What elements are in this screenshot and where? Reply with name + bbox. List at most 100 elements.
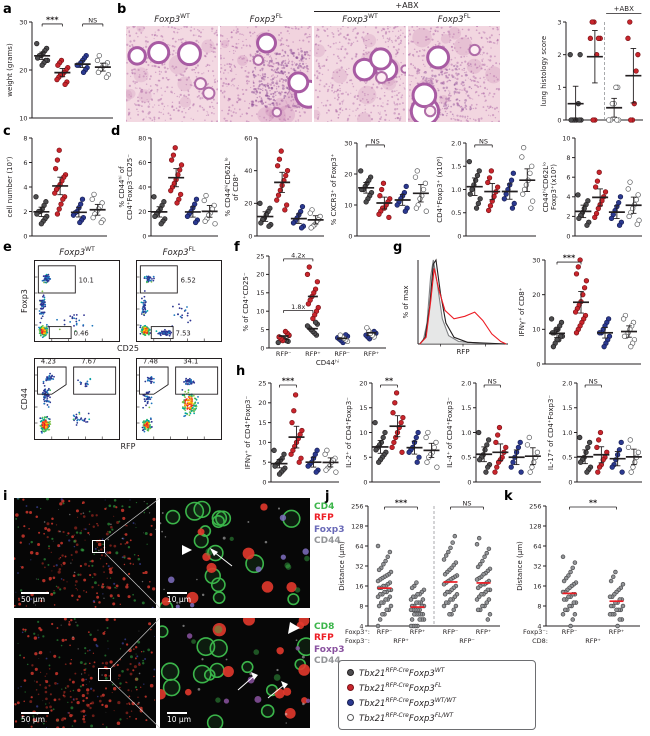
il2-cd4-chart: 0 5 10 15 20 IL-2⁺ of CD4⁺Foxp3⁻ ** (345, 370, 444, 488)
panel-label-c: c (3, 124, 11, 139)
svg-text:20: 20 (532, 291, 540, 299)
stain-labels-bottom: CD8 RFP Foxp3 CD44 (314, 622, 344, 666)
il17-cd4-chart: 0 0.5 1.0 1.5 2.0 IL-17⁺ of CD4⁺Foxp3⁻ NS (547, 370, 646, 488)
svg-text:60: 60 (244, 134, 252, 142)
flow-plot-foxp3-cd25-wt: 10.1 0.46 (34, 260, 120, 342)
if-image-50um-top: 50 μm (14, 498, 156, 608)
svg-text:weight (grams): weight (grams) (6, 43, 14, 97)
legend-label: Tbx21RFP-CreFoxp3WT (359, 666, 445, 679)
stain-label: CD44 (314, 656, 341, 667)
svg-text:0: 0 (536, 360, 540, 368)
stain-label: Foxp3 (314, 524, 345, 535)
ifng-cd4-chart: 0 5 10 15 20 25 IFNγ⁺ of CD4⁺Foxp3⁻ *** (244, 370, 343, 488)
abx-header: +ABX (314, 1, 500, 12)
svg-text:***: *** (282, 376, 295, 385)
svg-text:2: 2 (566, 213, 570, 221)
svg-text:8: 8 (566, 154, 570, 162)
svg-text:0: 0 (262, 478, 266, 486)
svg-text:% of max: % of max (402, 285, 410, 318)
svg-text:30: 30 (19, 18, 27, 26)
svg-text:1.5: 1.5 (461, 404, 471, 412)
histology-image-1 (126, 26, 218, 122)
svg-text:10: 10 (359, 429, 367, 437)
zoom-region-box (92, 540, 105, 553)
legend-label: Tbx21RFP-CreFoxp3WT/WT (359, 696, 457, 709)
svg-text:IL-2⁺ of CD4⁺Foxp3⁻: IL-2⁺ of CD4⁺Foxp3⁻ (345, 397, 353, 468)
svg-text:0.5: 0.5 (461, 454, 471, 462)
svg-text:10: 10 (19, 114, 27, 122)
svg-text:10.1: 10.1 (79, 277, 94, 285)
flow-column-title-wt: Foxp3WT (59, 246, 95, 258)
svg-text:1.5: 1.5 (562, 404, 572, 412)
stain-label: RFP (314, 633, 334, 644)
panel-label-a: a (3, 2, 12, 17)
svg-text:% CXCR3⁺ of Foxp3⁺: % CXCR3⁺ of Foxp3⁺ (330, 153, 338, 225)
svg-text:1.0: 1.0 (451, 186, 461, 194)
ifng-cd8-chart: 0 10 20 30 IFNγ⁺ of CD8⁺ *** (518, 246, 646, 370)
svg-text:10: 10 (258, 439, 266, 447)
svg-text:6: 6 (23, 159, 27, 167)
svg-text:7.67: 7.67 (81, 358, 96, 365)
svg-text:***: *** (563, 254, 576, 263)
svg-text:2.0: 2.0 (562, 379, 572, 387)
svg-text:Foxp3⁺(x10⁵): Foxp3⁺(x10⁵) (550, 164, 558, 210)
stain-label: RFP (314, 513, 334, 524)
legend-item: Tbx21RFP-CreFoxp3FL (347, 681, 527, 694)
abx-bracket-line (314, 11, 500, 12)
scale-bar-50um-bottom: 50 μm (21, 711, 49, 724)
svg-text:RFP⁻: RFP⁻ (334, 350, 350, 358)
svg-text:0: 0 (260, 344, 264, 352)
histology-title-3: Foxp3WT (342, 13, 378, 25)
cd44hi-cd62llo-foxp3-count-chart: 0 2 4 6 8 10 CD44ʰⁱCD62Lˡᵒ Foxp3⁺(x10⁵) (542, 130, 646, 242)
svg-text:RFP⁺: RFP⁺ (364, 350, 380, 358)
histology-title-2: Foxp3FL (249, 13, 283, 25)
legend-marker-icon (347, 668, 354, 676)
svg-text:**: ** (385, 376, 394, 385)
svg-text:34.1: 34.1 (183, 358, 198, 365)
svg-text:% CD44ʰⁱ of: % CD44ʰⁱ of (118, 166, 126, 208)
svg-text:NS: NS (589, 377, 598, 385)
svg-text:cell number (10⁷): cell number (10⁷) (6, 156, 14, 217)
zoom-region-box (98, 668, 111, 681)
svg-text:20: 20 (344, 170, 352, 178)
svg-text:30: 30 (344, 139, 352, 147)
svg-text:6: 6 (566, 174, 570, 182)
svg-text:4.2x: 4.2x (291, 251, 305, 259)
flow-plot-cd44-rfp-wt: 4.23 7.67 (34, 358, 120, 440)
flow-ylabel-foxp3: Foxp3 (20, 289, 29, 313)
svg-text:1.8x: 1.8x (291, 303, 305, 311)
legend-marker-icon (347, 698, 354, 706)
svg-text:NS: NS (88, 16, 97, 24)
distance-chart-cd8: 4 8 16 32 64 128 256 Distance (μm) ** Foxp3⁻: RFP⁻… (516, 494, 646, 652)
svg-text:1: 1 (557, 84, 561, 92)
svg-text:20: 20 (258, 399, 266, 407)
svg-text:0: 0 (142, 232, 146, 240)
svg-text:4.23: 4.23 (41, 358, 56, 365)
svg-text:20: 20 (359, 379, 367, 387)
flow-xlabel-cd25: CD25 (117, 344, 139, 353)
genotype-legend: Tbx21RFP-CreFoxp3WT Tbx21RFP-CreFoxp3FL Tb… (338, 660, 536, 730)
svg-text:10: 10 (532, 326, 540, 334)
svg-text:IFNγ⁺ of CD8⁺: IFNγ⁺ of CD8⁺ (518, 287, 526, 336)
if-zoom-10um-bottom: 10 μm (160, 618, 310, 728)
lung-histology-score-chart: 0 1 2 3 lung histology score +ABX (540, 4, 648, 126)
svg-text:lung histology score: lung histology score (540, 36, 548, 106)
svg-text:2: 2 (23, 208, 27, 216)
svg-text:7.48: 7.48 (143, 358, 158, 365)
svg-text:NS: NS (371, 137, 380, 145)
il4-cd4-chart: 0 0.5 1.0 1.5 2.0 IL-4⁺ of CD4⁺Foxp3⁻ NS (446, 370, 545, 488)
svg-text:RFP: RFP (456, 348, 469, 356)
flow-ylabel-cd44: CD44 (20, 388, 29, 410)
stain-labels-top: CD4 RFP Foxp3 CD44 (314, 502, 344, 546)
cd44hi-rfp-chart: 0 5 10 15 20 25 % of CD4⁺CD25⁻ 4.2x 1.8x RFP⁻ RFP⁺… (242, 246, 390, 370)
panel-label-i: i (3, 489, 8, 504)
svg-text:0: 0 (457, 232, 461, 240)
svg-text:15: 15 (258, 419, 266, 427)
svg-text:% of CD4⁺CD25⁻: % of CD4⁺CD25⁻ (242, 272, 250, 331)
stain-label: CD4 (314, 502, 335, 512)
histology-image-3 (314, 26, 406, 122)
svg-text:0: 0 (467, 478, 471, 486)
legend-label: Tbx21RFP-CreFoxp3FL (359, 681, 442, 694)
legend-item: Tbx21RFP-CreFoxp3WT (347, 666, 527, 679)
